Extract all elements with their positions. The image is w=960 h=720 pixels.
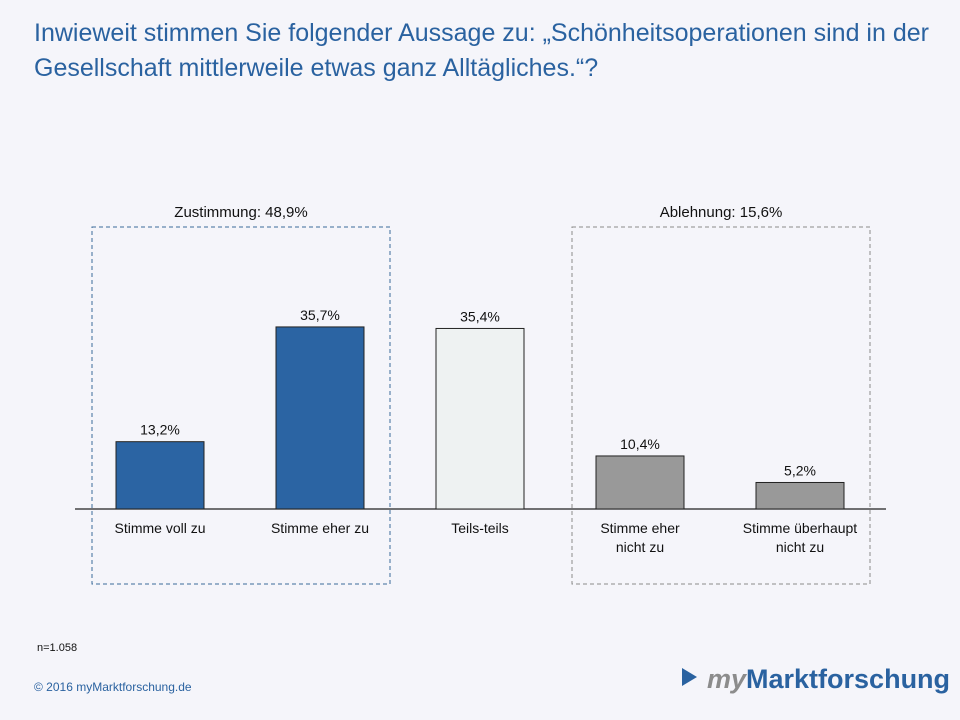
chart-title: Inwieweit stimmen Sie folgender Aussage … [34, 19, 929, 82]
bar [275, 326, 365, 510]
logo-rest: Marktforschung [746, 664, 951, 694]
logo: myMarktforschung [682, 664, 950, 695]
sample-size: n=1.058 [37, 642, 78, 654]
data-label: 35,7% [300, 307, 340, 323]
copyright: © 2016 myMarktforschung.de [34, 680, 192, 694]
category-label: Stimme voll zu [114, 520, 205, 536]
category-label: Stimme überhaupt [743, 520, 858, 536]
group-label: Zustimmung: 48,9% [174, 204, 307, 221]
data-label: 35,4% [460, 308, 500, 324]
data-label: 10,4% [620, 436, 660, 452]
bar [595, 455, 685, 510]
category-label: nicht zu [776, 539, 824, 555]
group-box [91, 226, 391, 585]
group-label: Ablehnung: 15,6% [660, 204, 783, 221]
category-label: Stimme eher [600, 520, 680, 536]
play-icon [682, 668, 697, 686]
category-label: Teils-teils [451, 520, 509, 536]
group-box [571, 226, 871, 585]
logo-my: my [707, 664, 747, 694]
category-label: nicht zu [616, 539, 664, 555]
bar [435, 327, 525, 510]
bar [115, 441, 205, 510]
data-label: 13,2% [140, 422, 180, 438]
bar [755, 481, 845, 510]
data-label: 5,2% [784, 462, 816, 478]
category-label: Stimme eher zu [271, 520, 369, 536]
